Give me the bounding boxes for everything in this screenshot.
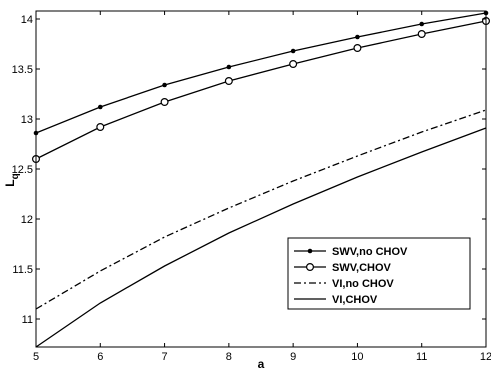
series-3 (35, 109, 487, 310)
data-point (355, 34, 360, 40)
series-line (35, 109, 487, 310)
y-axis-label-subscript: q (10, 173, 21, 179)
legend-entry: VI,no CHOV (294, 278, 394, 290)
tick-layer: 5 6 7 8 9 10 11 12 11 11.5 12 12.5 13 13.5 14 (12, 11, 491, 363)
legend-label: SWV,CHOV (332, 262, 392, 274)
data-point (419, 21, 425, 27)
series-1 (33, 10, 489, 136)
data-point (289, 59, 298, 68)
plot-frame (35, 10, 487, 348)
data-point (417, 30, 426, 39)
legend-entry: VI,CHOV (294, 294, 378, 306)
x-tick-label: 11 (416, 351, 427, 363)
legend-entry: SWV,CHOV (294, 262, 392, 274)
x-axis-label: a (258, 357, 265, 370)
y-tick-label: 14 (21, 14, 33, 26)
data-point (224, 76, 233, 85)
legend-label: SWV,no CHOV (332, 246, 408, 258)
legend-marker (306, 263, 315, 272)
y-tick-label: 13.5 (12, 64, 33, 76)
x-tick-label: 12 (480, 351, 491, 363)
y-tick-label: 12 (21, 214, 33, 226)
y-tick-label: 13 (21, 114, 33, 126)
x-tick-label: 6 (97, 351, 103, 363)
y-axis-label-group: Lq (3, 173, 21, 186)
legend-label: VI,CHOV (332, 294, 378, 306)
data-point (290, 48, 296, 54)
data-point (226, 64, 232, 70)
x-tick-label: 7 (162, 351, 168, 363)
data-point (97, 104, 103, 110)
data-point (160, 97, 169, 106)
x-tick-label: 8 (226, 351, 232, 363)
legend-label: VI,no CHOV (332, 278, 394, 290)
data-point (96, 122, 105, 131)
series-line (35, 127, 487, 348)
y-tick-label: 12.5 (12, 164, 33, 176)
x-tick-label: 9 (290, 351, 296, 363)
legend-marker (307, 248, 313, 254)
y-axis-label: L (3, 179, 17, 186)
series-2 (31, 17, 491, 164)
y-tick-label: 11.5 (12, 264, 33, 276)
legend-entry: SWV,no CHOV (294, 246, 408, 258)
y-tick-label: 11 (22, 314, 33, 326)
data-point (353, 43, 362, 52)
series-4 (35, 127, 487, 348)
svg-text:Lq: Lq (3, 173, 21, 186)
series-line (35, 12, 487, 134)
data-point (162, 82, 167, 88)
x-tick-label: 5 (33, 351, 39, 363)
x-tick-label: 10 (351, 351, 363, 363)
legend-box (287, 237, 471, 310)
series-layer (31, 10, 491, 348)
series-line (35, 20, 487, 160)
legend: SWV,no CHOV SWV,CHOV VI,no CHOV VI,CHOV (287, 237, 471, 310)
